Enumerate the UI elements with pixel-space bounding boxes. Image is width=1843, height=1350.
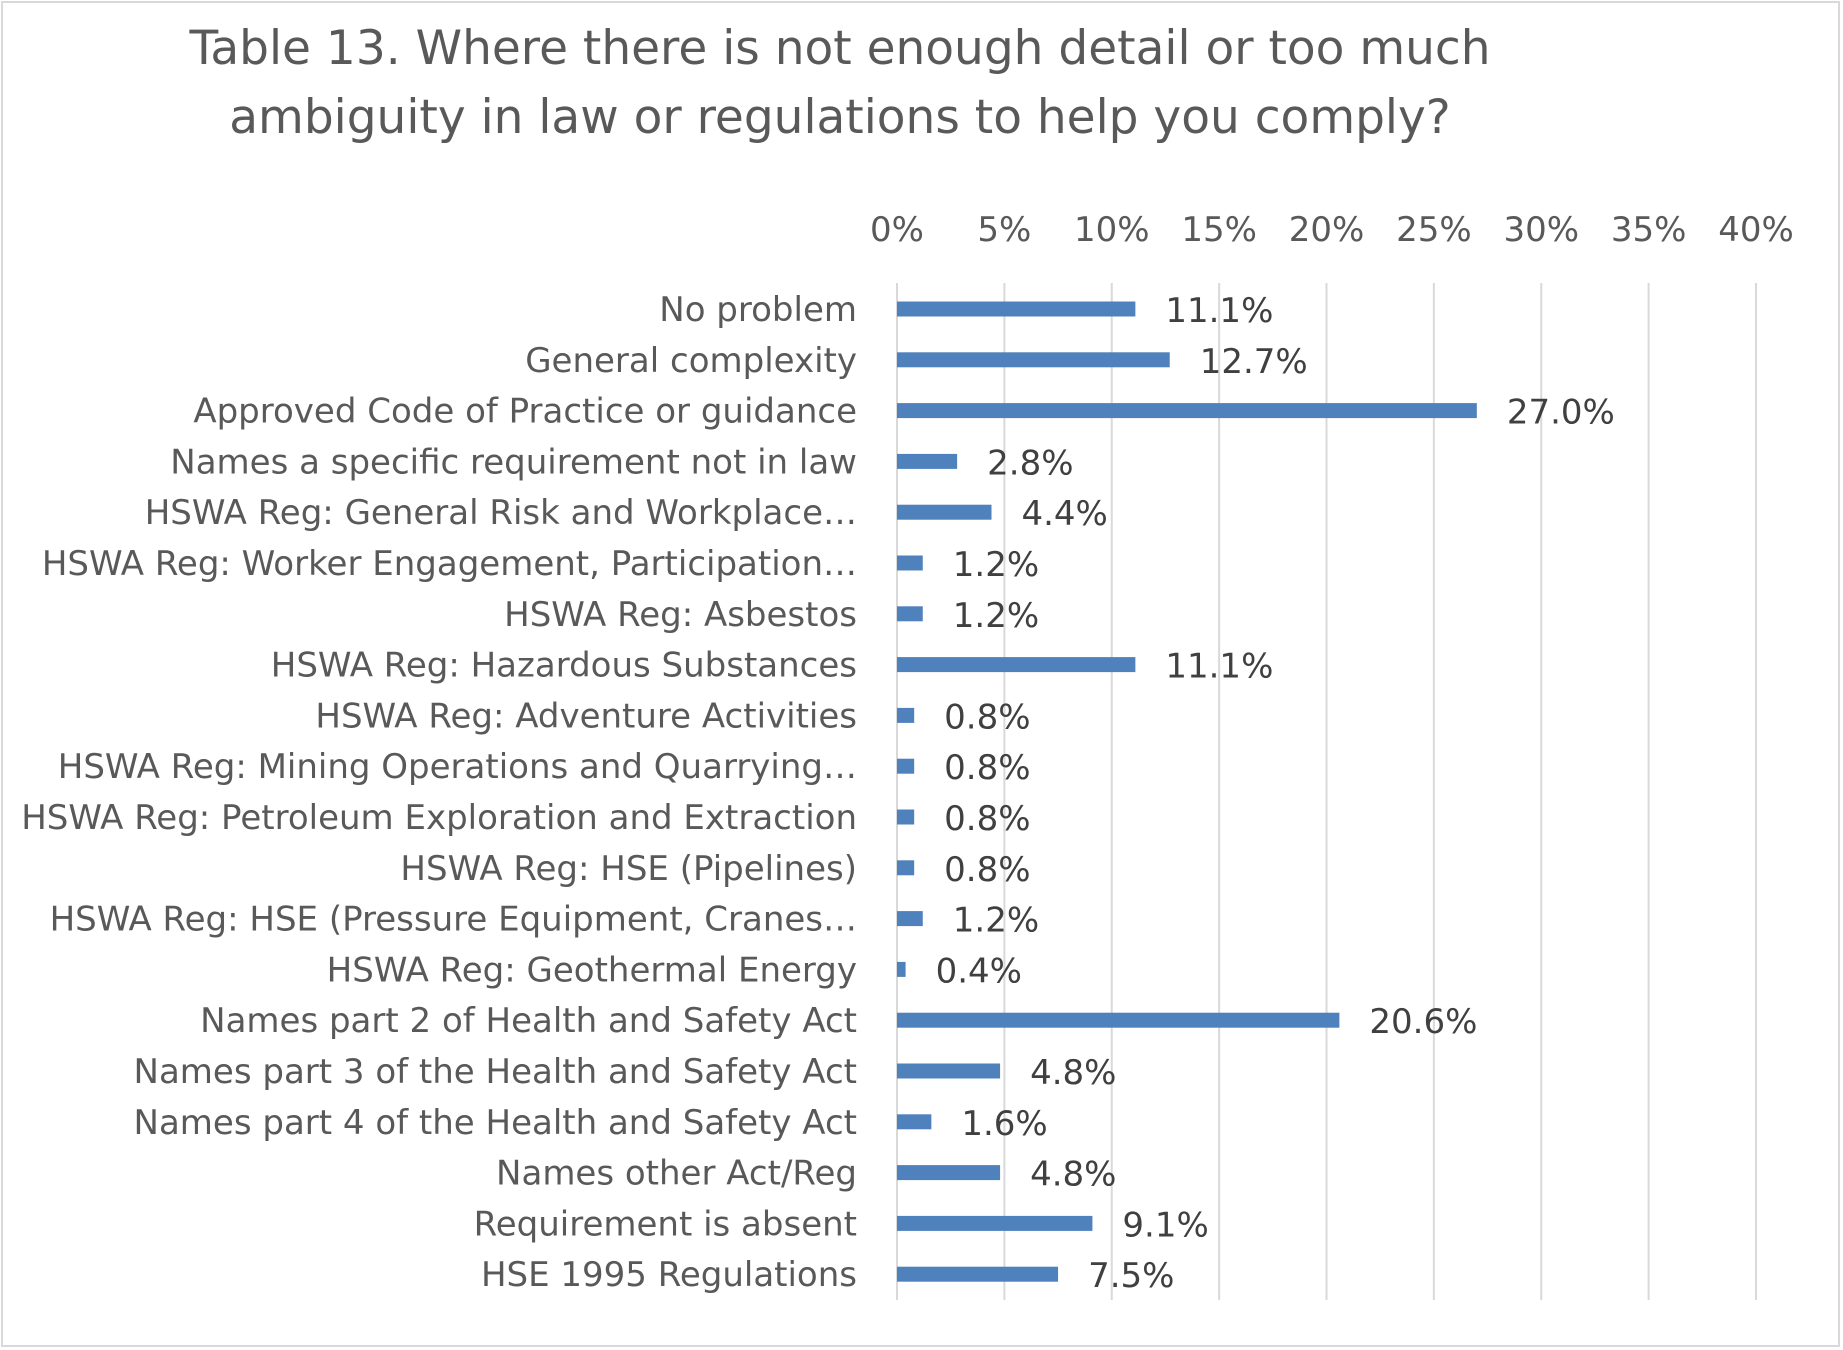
x-tick-label-10: 10% <box>1074 210 1150 250</box>
category-label-17: Names part 4 of the Health and Safety Ac… <box>134 1103 857 1143</box>
bar-10 <box>897 758 915 774</box>
data-label-19: 9.1% <box>1122 1205 1208 1245</box>
category-label-7: HSWA Reg: Asbestos <box>504 595 857 635</box>
bar-2 <box>897 352 1170 368</box>
bar-4 <box>897 453 958 469</box>
data-label-5: 4.4% <box>1021 494 1107 534</box>
category-label-10: HSWA Reg: Mining Operations and Quarryin… <box>58 747 857 787</box>
category-label-18: Names other Act/Reg <box>496 1154 857 1194</box>
data-labels: 11.1% 12.7% 27.0% 2.8% 4.4% 1.2% 1.2% 11.1% 0.8%… <box>936 291 1615 1296</box>
data-label-20: 7.5% <box>1088 1256 1174 1296</box>
category-label-11: HSWA Reg: Petroleum Exploration and Extr… <box>21 798 857 838</box>
data-label-10: 0.8% <box>944 748 1030 788</box>
bar-11 <box>897 809 915 825</box>
bar-13 <box>897 911 923 927</box>
category-label-5: HSWA Reg: General Risk and Workplace… <box>145 493 857 533</box>
category-label-13: HSWA Reg: HSE (Pressure Equipment, Crane… <box>50 900 857 940</box>
bar-12 <box>897 860 915 876</box>
data-label-16: 4.8% <box>1030 1053 1116 1093</box>
category-label-14: HSWA Reg: Geothermal Energy <box>327 950 857 990</box>
data-label-14: 0.4% <box>936 951 1022 991</box>
category-label-19: Requirement is absent <box>474 1204 857 1244</box>
chart-title-line-2: ambiguity in law or regulations to help … <box>229 90 1451 145</box>
category-label-8: HSWA Reg: Hazardous Substances <box>271 646 857 686</box>
bar-6 <box>897 555 923 571</box>
chart-title: Table 13. Where there is not enough deta… <box>0 14 1680 152</box>
category-label-16: Names part 3 of the Health and Safety Ac… <box>134 1052 857 1092</box>
data-label-13: 1.2% <box>953 901 1039 941</box>
data-label-3: 27.0% <box>1507 393 1615 433</box>
data-label-15: 20.6% <box>1369 1002 1477 1042</box>
data-label-12: 0.8% <box>944 850 1030 890</box>
bar-15 <box>897 1012 1340 1028</box>
data-label-17: 1.6% <box>961 1104 1047 1144</box>
data-label-2: 12.7% <box>1200 342 1308 382</box>
category-label-6: HSWA Reg: Worker Engagement, Participati… <box>42 544 857 584</box>
x-tick-label-40: 40% <box>1718 210 1794 250</box>
category-label-9: HSWA Reg: Adventure Activities <box>315 696 857 736</box>
x-tick-label-15: 15% <box>1181 210 1257 250</box>
category-label-2: General complexity <box>525 341 857 381</box>
bar-7 <box>897 606 923 622</box>
x-axis-tick-labels: 0% 5% 10% 15% 20% 25% 30% 35% 40% <box>870 210 1794 250</box>
data-label-11: 0.8% <box>944 799 1030 839</box>
bar-14 <box>897 961 906 977</box>
bar-1 <box>897 301 1136 317</box>
bar-5 <box>897 504 992 520</box>
data-label-18: 4.8% <box>1030 1155 1116 1195</box>
bar-20 <box>897 1266 1059 1282</box>
x-tick-label-20: 20% <box>1289 210 1365 250</box>
category-label-4: Names a specific requirement not in law <box>170 442 857 482</box>
x-tick-label-30: 30% <box>1503 210 1579 250</box>
category-label-15: Names part 2 of Health and Safety Act <box>200 1001 857 1041</box>
data-label-1: 11.1% <box>1165 291 1273 331</box>
category-label-3: Approved Code of Practice or guidance <box>193 392 857 432</box>
gridlines <box>896 283 1757 1300</box>
category-label-20: HSE 1995 Regulations <box>481 1255 857 1295</box>
data-label-8: 11.1% <box>1165 647 1273 687</box>
chart-title-line-1: Table 13. Where there is not enough deta… <box>189 21 1491 76</box>
x-tick-label-5: 5% <box>977 210 1031 250</box>
bar-17 <box>897 1114 932 1130</box>
x-tick-label-35: 35% <box>1611 210 1687 250</box>
category-label-1: No problem <box>659 290 857 330</box>
category-labels: No problem General complexity Approved Cod… <box>21 290 857 1295</box>
bar-19 <box>897 1215 1093 1231</box>
x-tick-label-0: 0% <box>870 210 924 250</box>
data-label-6: 1.2% <box>953 545 1039 585</box>
bar-16 <box>897 1063 1001 1079</box>
bar-18 <box>897 1165 1001 1181</box>
data-label-7: 1.2% <box>953 596 1039 636</box>
bar-8 <box>897 657 1136 673</box>
category-label-12: HSWA Reg: HSE (Pipelines) <box>400 849 857 889</box>
bar-3 <box>897 403 1477 419</box>
bar-9 <box>897 707 915 723</box>
data-label-4: 2.8% <box>987 443 1073 483</box>
bars <box>897 301 1477 1282</box>
x-tick-label-25: 25% <box>1396 210 1472 250</box>
data-label-9: 0.8% <box>944 697 1030 737</box>
